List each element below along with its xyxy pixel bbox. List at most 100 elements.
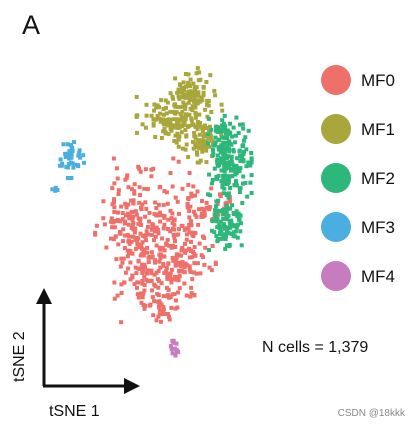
data-point-mf1 [191,122,196,127]
data-point-mf0 [109,236,113,241]
data-point-mf2 [237,149,242,154]
data-point-mf0 [101,199,106,204]
data-point-mf0 [125,173,130,178]
data-point-mf1 [179,104,184,109]
data-point-mf1 [187,123,192,128]
data-point-mf1 [193,87,198,92]
data-point-mf0 [188,270,193,274]
data-point-mf0 [166,273,171,278]
data-point-mf0 [121,256,126,261]
data-point-mf0 [119,204,124,209]
data-point-mf2 [241,152,246,156]
data-point-mf0 [165,227,170,231]
data-point-mf0 [148,278,152,283]
data-point-mf0 [149,250,154,255]
data-point-mf1 [184,112,189,117]
data-point-mf4 [168,344,173,349]
data-point-mf3 [50,187,55,192]
data-point-mf0 [135,285,139,290]
data-point-mf0 [170,184,175,189]
data-point-mf2 [221,176,226,181]
data-point-mf0 [137,200,142,205]
data-point-mf2 [219,156,223,161]
data-point-mf0 [179,263,184,268]
data-point-mf1 [213,93,218,98]
data-point-mf1 [209,134,214,139]
data-point-mf1 [177,134,182,139]
data-point-mf1 [144,113,149,118]
data-point-mf0 [179,253,183,258]
data-point-mf1 [199,146,204,151]
data-point-mf2 [220,148,225,153]
data-point-mf1 [144,102,149,107]
data-point-mf0 [184,293,189,298]
data-point-mf0 [188,294,193,299]
data-point-mf0 [138,291,143,296]
data-point-mf0 [172,227,177,232]
x-axis-arrowhead [124,378,140,394]
data-point-mf0 [121,227,126,232]
data-point-mf0 [116,192,121,196]
data-point-mf0 [203,245,208,250]
data-point-mf2 [218,127,223,132]
data-point-mf2 [210,181,214,186]
data-point-mf3 [60,161,65,166]
data-point-mf1 [183,72,188,76]
data-point-mf1 [195,98,200,103]
data-point-mf0 [133,265,138,270]
data-point-mf0 [193,212,198,217]
data-point-mf0 [177,268,181,273]
data-point-mf0 [149,271,154,276]
data-point-mf2 [237,190,242,194]
data-point-mf4 [173,353,178,358]
data-point-mf0 [224,213,229,218]
data-point-mf0 [142,262,147,267]
data-point-mf1 [162,112,166,117]
data-point-mf1 [168,91,173,96]
data-point-mf2 [228,186,233,190]
data-point-mf1 [183,106,188,111]
data-point-mf0 [142,251,146,255]
data-point-mf0 [154,225,159,230]
panel-label: A [22,10,41,40]
scatter-points [50,66,254,358]
legend-item-mf3: MF3 [321,212,395,242]
data-point-mf1 [176,105,181,110]
data-point-mf0 [189,191,194,196]
y-axis-label: tSNE 2 [11,331,28,382]
data-point-mf0 [199,215,204,219]
data-point-mf1 [200,98,205,103]
data-point-mf1 [208,131,213,136]
data-point-mf0 [116,210,120,215]
data-point-mf1 [220,108,225,113]
data-point-mf1 [194,85,199,90]
data-point-mf1 [195,150,199,155]
data-point-mf2 [221,216,226,221]
data-point-mf2 [249,156,254,161]
data-point-mf2 [210,147,215,152]
data-point-mf1 [188,94,193,98]
data-point-mf0 [130,217,135,222]
data-point-mf2 [249,191,254,195]
data-point-mf2 [240,155,245,160]
data-point-mf0 [154,206,159,210]
data-point-mf0 [127,213,132,218]
data-point-mf0 [120,260,125,265]
data-point-mf2 [240,201,245,205]
data-point-mf0 [116,188,121,193]
data-point-mf0 [175,199,180,204]
data-point-mf2 [231,125,236,130]
data-point-mf1 [163,130,168,135]
data-point-mf0 [111,156,116,161]
data-point-mf0 [186,182,191,187]
data-point-mf2 [234,163,239,168]
data-point-mf0 [185,202,190,207]
data-point-mf0 [112,210,117,214]
data-point-mf3 [81,160,86,165]
data-point-mf2 [215,225,220,230]
data-point-mf0 [131,234,136,239]
data-point-mf0 [120,217,125,222]
data-point-mf0 [157,259,162,264]
data-point-mf0 [139,223,144,227]
data-point-mf0 [139,252,144,257]
